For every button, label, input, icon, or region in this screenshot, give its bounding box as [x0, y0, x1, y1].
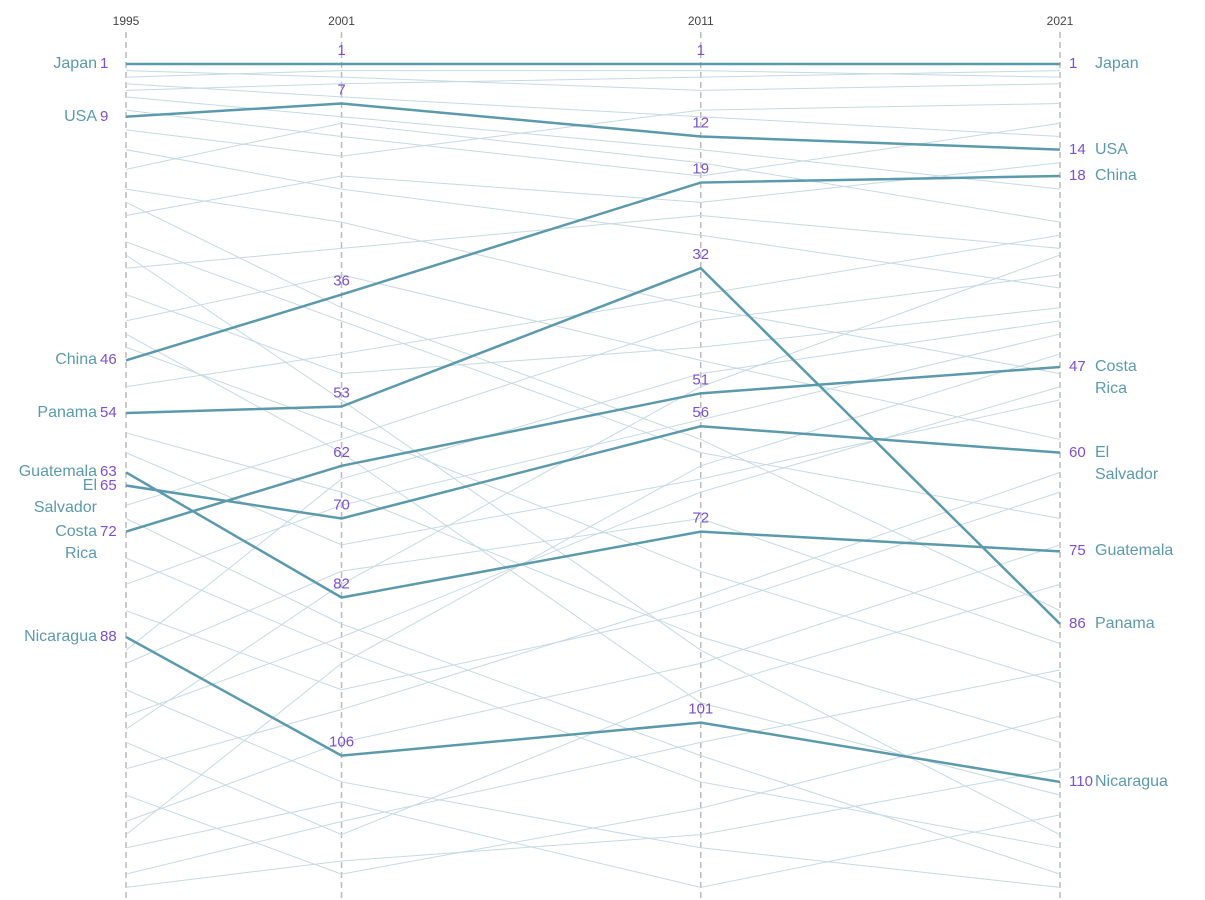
right-rank: 75 — [1069, 542, 1086, 560]
left-rank: 54 — [100, 404, 117, 422]
series-line — [125, 365, 1061, 533]
left-rank: 46 — [100, 351, 117, 369]
value-label: 72 — [692, 510, 709, 527]
value-label: 1 — [697, 42, 705, 59]
value-label: 36 — [333, 273, 350, 290]
x-tick-label: 2011 — [688, 14, 714, 28]
right-name: Japan — [1095, 55, 1139, 72]
series-line — [125, 102, 1061, 151]
right-rank: 60 — [1069, 443, 1086, 461]
left-rank: 88 — [100, 628, 117, 646]
background-line — [125, 70, 1061, 91]
background-line — [125, 241, 1061, 519]
right-name: USA — [1095, 140, 1128, 158]
background-line — [125, 583, 1061, 836]
value-label: 82 — [333, 575, 350, 592]
background-line — [125, 471, 1061, 770]
right-name: Costa Rica — [1095, 357, 1137, 397]
x-tick-label: 2021 — [1047, 14, 1074, 28]
background-line — [125, 557, 1061, 849]
background-line — [125, 109, 1061, 177]
right-name: El Salvador — [1095, 443, 1159, 483]
background-line — [125, 544, 1061, 822]
background-line — [125, 70, 1061, 78]
right-rank: 18 — [1069, 166, 1086, 184]
right-rank: 47 — [1069, 357, 1086, 375]
value-label: 7 — [337, 81, 345, 98]
series-line — [125, 266, 1061, 625]
background-line — [125, 103, 1061, 157]
series-line — [125, 471, 1061, 599]
x-tick-label: 2001 — [328, 14, 355, 28]
left-rank: 9 — [100, 107, 109, 125]
series-line — [125, 425, 1061, 520]
background-line — [125, 491, 1061, 691]
value-label: 106 — [329, 734, 354, 751]
background-line — [125, 320, 1061, 651]
right-rank: 110 — [1069, 772, 1093, 790]
background-line — [125, 768, 1061, 888]
background-line — [125, 214, 1061, 269]
left-name: Japan — [53, 55, 97, 72]
background-line — [125, 333, 1061, 585]
left-name: El Salvador — [33, 476, 97, 516]
value-label: 19 — [692, 161, 709, 178]
value-label: 53 — [333, 384, 350, 401]
background-line — [125, 801, 1061, 888]
background-line — [125, 669, 1061, 875]
background-line — [125, 201, 1061, 612]
background-line — [125, 122, 1061, 223]
value-label: 70 — [333, 496, 350, 513]
background-line — [125, 517, 1061, 664]
value-label: 101 — [688, 701, 713, 718]
right-name: Panama — [1095, 614, 1155, 632]
right-name: China — [1095, 166, 1137, 184]
left-name: USA — [64, 107, 97, 125]
left-name: Guatemala — [18, 463, 97, 481]
background-line — [125, 162, 1061, 216]
background-line — [125, 274, 1061, 440]
x-tick-label: 1995 — [113, 14, 140, 28]
series-line — [125, 174, 1061, 362]
background-line — [125, 333, 1061, 796]
right-rank: 86 — [1069, 614, 1086, 632]
right-rank: 1 — [1069, 55, 1078, 72]
background-line — [125, 274, 1061, 506]
value-label: 1 — [337, 42, 345, 59]
background-line — [125, 294, 1061, 375]
left-name: Panama — [37, 404, 97, 422]
left-rank: 63 — [100, 463, 117, 481]
right-rank: 14 — [1069, 140, 1086, 158]
left-rank: 65 — [100, 476, 117, 494]
right-name: Nicaragua — [1095, 772, 1168, 790]
background-line — [125, 254, 1061, 730]
background-line — [125, 188, 1061, 375]
left-name: Nicaragua — [24, 628, 97, 646]
left-name: Costa Rica — [55, 522, 97, 562]
right-name: Guatemala — [1095, 542, 1174, 560]
left-rank: 1 — [100, 55, 109, 72]
background-line — [125, 399, 1061, 546]
value-label: 56 — [692, 404, 709, 421]
series-line — [125, 635, 1061, 784]
background-line — [125, 432, 1061, 743]
value-label: 32 — [692, 246, 709, 263]
value-label: 51 — [692, 371, 709, 388]
left-name: China — [55, 351, 97, 369]
value-label: 12 — [692, 114, 709, 131]
left-rank: 72 — [100, 522, 117, 540]
background-line — [125, 149, 1061, 289]
background-line — [125, 234, 1061, 388]
background-line — [125, 689, 1061, 888]
background-line — [125, 518, 1061, 875]
background-line — [125, 715, 1061, 875]
background-line — [125, 346, 1061, 684]
value-label: 62 — [333, 444, 350, 461]
background-line — [125, 83, 1061, 137]
